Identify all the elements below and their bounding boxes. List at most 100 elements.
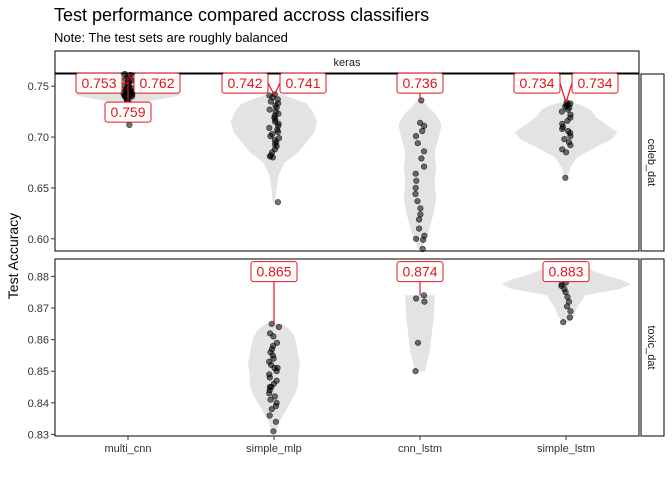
value-label: 0.762: [127, 72, 181, 94]
data-point: [561, 136, 568, 143]
data-point: [271, 393, 278, 400]
data-point: [413, 295, 420, 302]
data-point: [417, 211, 424, 218]
value-label: 0.736: [396, 72, 444, 101]
data-point: [126, 121, 133, 128]
data-point: [267, 396, 274, 403]
data-point: [270, 333, 277, 340]
label-box: [75, 72, 123, 94]
label-text: 0.874: [402, 264, 437, 280]
x-tick-label: simple_mlp: [246, 443, 302, 455]
data-point: [412, 170, 419, 177]
label-box: [133, 72, 181, 94]
label-leader: [267, 82, 275, 95]
data-point: [266, 374, 273, 381]
chart-subtitle: Note: The test sets are roughly balanced: [54, 30, 288, 45]
y-tick-label: 0.75: [28, 81, 49, 93]
label-box: [279, 72, 327, 94]
data-point: [420, 148, 428, 155]
data-point: [266, 412, 273, 419]
data-point: [421, 298, 428, 305]
facet-strip-right-label: toxic_dat: [645, 325, 657, 369]
label-text: 0.742: [227, 75, 262, 91]
data-point: [413, 177, 420, 184]
label-box: [513, 72, 561, 94]
data-point: [567, 142, 574, 149]
data-point: [412, 133, 420, 140]
panel-2: toxic_dat 0.83 0.84 0.85 0.86 0.87 0.88 0.865 0.…: [28, 258, 665, 441]
data-point: [266, 106, 273, 113]
data-point: [270, 355, 277, 362]
label-text: 0.734: [519, 75, 554, 91]
data-point: [270, 428, 277, 435]
y-tick-label: 0.88: [28, 271, 49, 283]
label-text: 0.759: [110, 104, 145, 120]
data-point: [267, 133, 274, 140]
label-leader: [565, 82, 573, 103]
data-point: [272, 418, 280, 425]
data-point: [421, 163, 428, 170]
x-tick-label: cnn_lstm: [398, 443, 442, 455]
data-point: [419, 245, 426, 253]
data-point: [421, 122, 428, 129]
data-point: [414, 198, 421, 205]
label-box: [396, 261, 444, 283]
data-point: [412, 184, 419, 191]
value-label: 0.883: [542, 261, 590, 283]
data-point: [419, 127, 426, 135]
label-text: 0.734: [577, 75, 612, 91]
data-point: [558, 108, 566, 115]
panels-layer: celeb_dat 0.60 0.65 0.70 0.75 0.753 0.762 0.759…: [28, 70, 665, 441]
value-label: 0.734: [565, 72, 619, 103]
y-tick-label: 0.85: [28, 366, 49, 378]
y-axis-title: Test Accuracy: [5, 213, 21, 299]
data-point: [412, 368, 419, 375]
x-tick-label: simple_lstm: [537, 443, 595, 455]
label-leader: [559, 82, 567, 103]
data-point: [564, 106, 571, 113]
data-point: [420, 236, 427, 243]
data-point: [274, 199, 282, 206]
label-box: [221, 72, 269, 94]
data-point: [416, 216, 423, 223]
data-point: [273, 368, 280, 375]
label-box: [104, 101, 152, 123]
data-point: [418, 155, 425, 162]
y-tick-label: 0.60: [28, 234, 49, 246]
y-tick-label: 0.83: [28, 429, 49, 441]
label-leader: [273, 82, 281, 96]
data-point: [266, 390, 273, 397]
panel-1: celeb_dat 0.60 0.65 0.70 0.75 0.753 0.762 0.759…: [28, 70, 665, 253]
y-tick-label: 0.70: [28, 132, 49, 144]
y-tick-label: 0.65: [28, 183, 49, 195]
value-label: 0.759: [104, 77, 152, 123]
data-point: [272, 402, 280, 410]
value-label: 0.753: [75, 72, 128, 94]
label-text: 0.736: [402, 75, 437, 91]
data-point: [267, 98, 275, 105]
label-text: 0.741: [285, 75, 320, 91]
facet-strip-top-label: keras: [334, 57, 361, 69]
facet-strip-right: [640, 73, 665, 252]
label-text: 0.865: [256, 264, 291, 280]
data-point: [564, 117, 571, 124]
value-label: 0.865: [250, 261, 298, 324]
data-point: [567, 133, 574, 140]
label-text: 0.762: [139, 75, 174, 91]
data-point: [566, 314, 574, 321]
y-tick-label: 0.86: [28, 335, 49, 347]
value-label: 0.741: [273, 72, 327, 96]
data-point: [563, 303, 571, 310]
data-point: [420, 292, 428, 299]
facet-strip-top: [54, 50, 640, 74]
label-leader: [127, 73, 135, 84]
data-point: [414, 140, 421, 147]
panel-frame: [54, 73, 640, 252]
violin-simple_mlp: [248, 323, 300, 432]
data-point: [418, 97, 425, 104]
data-point: [266, 124, 273, 131]
facet-strip-right-label: celeb_dat: [645, 139, 657, 187]
violin-cnn_lstm: [405, 295, 435, 372]
data-point: [269, 154, 276, 161]
